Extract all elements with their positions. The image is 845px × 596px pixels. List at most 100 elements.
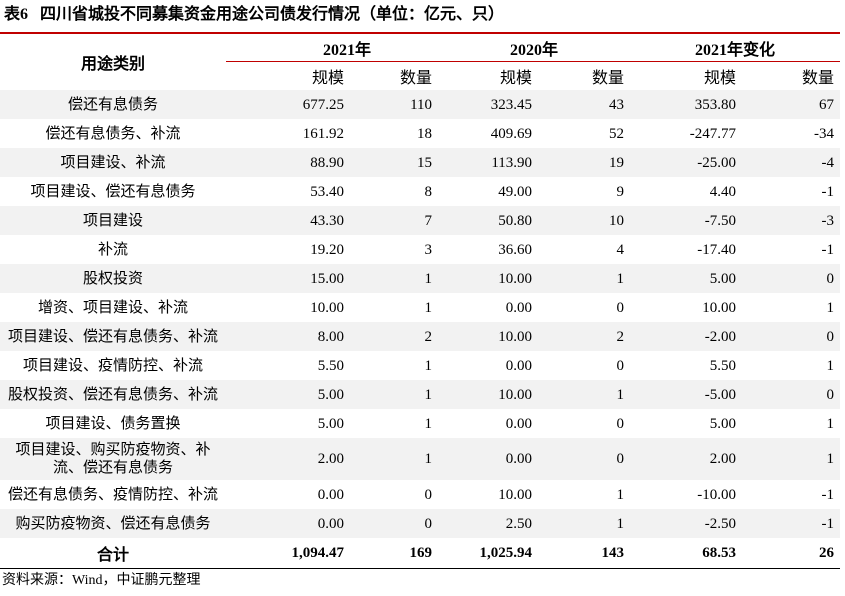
table-row: 股权投资 15.00 1 10.00 1 5.00 0	[0, 264, 841, 293]
cell-value: 53.40	[310, 183, 344, 200]
cell-value: 9	[616, 183, 625, 200]
row-label: 项目建设、疫情防控、补流	[22, 357, 203, 374]
cell-value: 5.50	[317, 357, 344, 374]
total-row: 合计 1,094.47 169 1,025.94 143 68.53 26	[0, 538, 841, 569]
cell-value: 1	[424, 299, 433, 316]
cell-value: 143	[538, 538, 631, 569]
row-label: 项目建设、购买防疫物资、补流、偿还有息债务	[0, 438, 226, 480]
cell-value: 5.00	[709, 415, 737, 432]
cell-value: 0	[538, 438, 631, 480]
cell-value: 1,094.47	[226, 538, 350, 569]
cell-value: 1	[424, 357, 433, 374]
cell-value: 2	[350, 322, 439, 351]
cell-value: 26	[742, 538, 841, 569]
cell-value: 68.53	[630, 538, 743, 569]
cell-value: 1	[826, 357, 835, 374]
cell-value: 5.00	[226, 380, 350, 409]
header-category: 用途类别	[80, 56, 145, 73]
cell-value: 1	[742, 438, 841, 480]
header-group-2020: 2020年	[438, 34, 631, 62]
cell-value: -247.77	[689, 125, 737, 142]
cell-value: 2	[538, 322, 631, 351]
cell-value: 1	[350, 380, 439, 409]
table-row: 偿还有息债务 677.25 110 323.45 43 353.80 67	[0, 90, 841, 119]
cell-value: 409.69	[490, 125, 533, 142]
cell-value: 0.00	[505, 357, 533, 374]
row-label: 偿还有息债务、疫情防控、补流	[7, 486, 218, 503]
cell-value: -2.00	[630, 322, 743, 351]
cell-value: 8.00	[226, 322, 350, 351]
cell-value: 1	[826, 299, 835, 316]
cell-value: 0	[742, 264, 841, 293]
table-row: 偿还有息债务、疫情防控、补流 0.00 0 10.00 1 -10.00 -1	[0, 480, 840, 509]
cell-value: 10.00	[310, 299, 344, 316]
cell-value: 1	[350, 264, 439, 293]
cell-value: 1	[424, 415, 433, 432]
cell-value: 19	[538, 148, 631, 177]
cell-value: -17.40	[697, 241, 737, 258]
table-row: 项目建设、购买防疫物资、补流、偿还有息债务 2.00 1 0.00 0 2.00 1	[0, 438, 841, 480]
cell-value: 113.90	[438, 148, 539, 177]
table-row: 补流 19.20 3 36.60 4 -17.40 -1	[0, 235, 840, 264]
cell-value: -3	[742, 206, 841, 235]
header-count: 数量	[400, 70, 433, 87]
table-row: 项目建设、偿还有息债务 53.40 8 49.00 9 4.40 -1	[0, 177, 840, 206]
cell-value: 36.60	[498, 241, 533, 258]
cell-value: 43.30	[226, 206, 350, 235]
cell-value: 0	[742, 322, 841, 351]
row-label: 项目建设、偿还有息债务	[30, 183, 196, 200]
cell-value: 353.80	[630, 90, 743, 119]
cell-value: 18	[417, 125, 433, 142]
cell-value: 10.00	[438, 322, 539, 351]
cell-value: -10.00	[697, 486, 737, 503]
cell-value: 0	[616, 415, 625, 432]
row-label: 项目建设、债务置换	[45, 415, 181, 432]
cell-value: 0	[424, 486, 433, 503]
cell-value: 10	[538, 206, 631, 235]
header-scale: 规模	[311, 70, 344, 87]
cell-value: 2.00	[630, 438, 743, 480]
row-label: 股权投资、偿还有息债务、补流	[0, 380, 226, 409]
cell-value: 0	[616, 357, 625, 374]
cell-value: -1	[742, 509, 841, 538]
row-label: 偿还有息债务、补流	[45, 125, 181, 142]
cell-value: 0	[350, 509, 439, 538]
header-group-2021: 2021年	[226, 34, 439, 62]
table-row: 增资、项目建设、补流 10.00 1 0.00 0 10.00 1	[0, 293, 840, 322]
header-count: 数量	[802, 70, 835, 87]
header-group-change: 2021年变化	[630, 34, 841, 62]
cell-value: 0.00	[317, 486, 344, 503]
table-row: 购买防疫物资、偿还有息债务 0.00 0 2.50 1 -2.50 -1	[0, 509, 841, 538]
cell-value: -5.00	[630, 380, 743, 409]
cell-value: 1	[350, 438, 439, 480]
cell-value: 15	[350, 148, 439, 177]
cell-value: 4	[616, 241, 625, 258]
cell-value: 1	[538, 264, 631, 293]
cell-value: -25.00	[630, 148, 743, 177]
cell-value: 67	[742, 90, 841, 119]
cell-value: 0.00	[438, 438, 539, 480]
row-label: 购买防疫物资、偿还有息债务	[0, 509, 226, 538]
cell-value: 4.40	[709, 183, 737, 200]
cell-value: 1	[826, 415, 835, 432]
cell-value: 0.00	[226, 509, 350, 538]
cell-value: 7	[350, 206, 439, 235]
row-label: 项目建设、偿还有息债务、补流	[0, 322, 226, 351]
row-label: 补流	[97, 241, 128, 258]
cell-value: 5.00	[317, 415, 344, 432]
cell-value: 161.92	[302, 125, 344, 142]
table-row: 项目建设、疫情防控、补流 5.50 1 0.00 0 5.50 1	[0, 351, 840, 380]
cell-value: 1,025.94	[438, 538, 539, 569]
table-title: 表6 四川省城投不同募集资金用途公司债发行情况（单位：亿元、只）	[4, 5, 845, 32]
cell-value: 0.00	[505, 415, 533, 432]
row-label: 合计	[0, 538, 226, 569]
cell-value: -1	[821, 486, 835, 503]
cell-value: 5.00	[630, 264, 743, 293]
cell-value: 0.00	[505, 299, 533, 316]
header-count: 数量	[592, 70, 625, 87]
cell-value: -2.50	[630, 509, 743, 538]
header-row-sub: 规模 数量 规模 数量 规模 数量	[0, 62, 840, 91]
cell-value: 10.00	[438, 264, 539, 293]
cell-value: 8	[424, 183, 433, 200]
row-label: 项目建设、补流	[0, 148, 226, 177]
